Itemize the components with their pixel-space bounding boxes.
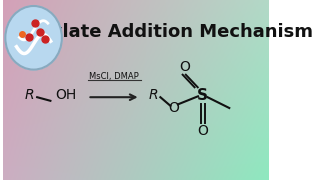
- Text: O: O: [179, 60, 190, 74]
- Text: O: O: [197, 124, 208, 138]
- Text: OH: OH: [56, 88, 77, 102]
- Text: MsCl, DMAP: MsCl, DMAP: [89, 72, 139, 81]
- Text: Mesylate Addition Mechanism: Mesylate Addition Mechanism: [10, 23, 313, 41]
- Text: S: S: [197, 88, 208, 103]
- Text: O: O: [168, 101, 179, 115]
- Circle shape: [5, 6, 62, 70]
- Text: R: R: [24, 88, 34, 102]
- Text: R: R: [149, 88, 159, 102]
